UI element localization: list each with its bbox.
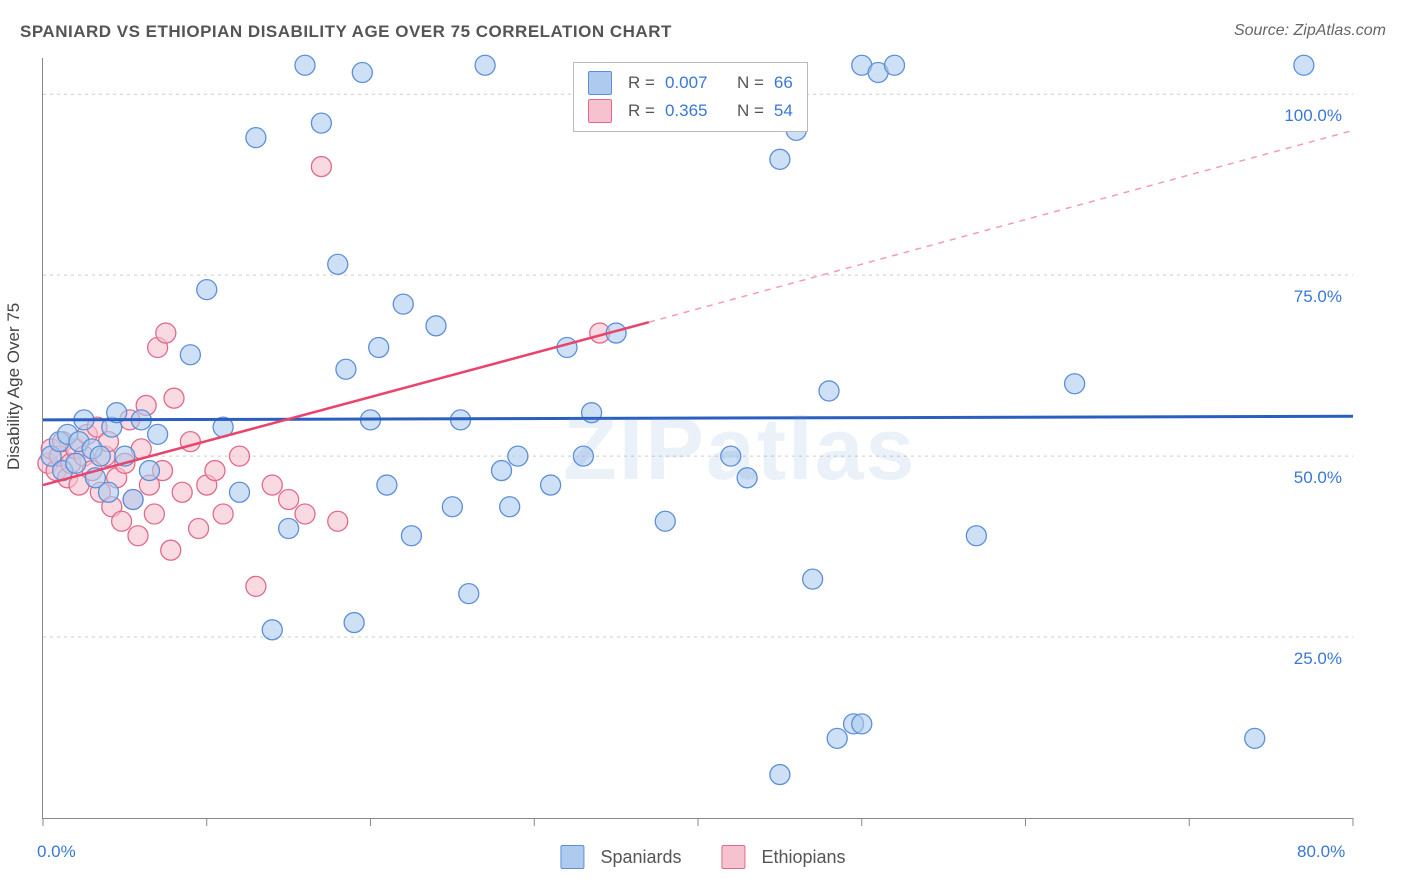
legend-label-spaniards: Spaniards bbox=[600, 847, 681, 868]
r-value-ethiopians: 0.365 bbox=[665, 97, 708, 125]
r-label: R = bbox=[628, 69, 655, 97]
plot-area: ZIPatlas R = 0.007 N = 66 R = 0.365 N = … bbox=[42, 58, 1353, 819]
x-tick-label-left: 0.0% bbox=[37, 842, 76, 862]
y-tick-label: 25.0% bbox=[1262, 649, 1342, 669]
source-label: Source: ZipAtlas.com bbox=[1234, 22, 1386, 40]
legend-row-ethiopians: R = 0.365 N = 54 bbox=[588, 97, 793, 125]
n-label: N = bbox=[737, 69, 764, 97]
legend-row-spaniards: R = 0.007 N = 66 bbox=[588, 69, 793, 97]
n-value-ethiopians: 54 bbox=[774, 97, 793, 125]
correlation-legend: R = 0.007 N = 66 R = 0.365 N = 54 bbox=[573, 62, 808, 132]
n-label: N = bbox=[737, 97, 764, 125]
y-tick-label: 50.0% bbox=[1262, 468, 1342, 488]
r-label: R = bbox=[628, 97, 655, 125]
y-tick-label: 75.0% bbox=[1262, 287, 1342, 307]
legend-item-spaniards: Spaniards bbox=[560, 845, 681, 869]
legend-item-ethiopians: Ethiopians bbox=[722, 845, 846, 869]
chart-title: SPANIARD VS ETHIOPIAN DISABILITY AGE OVE… bbox=[20, 22, 672, 42]
legend-swatch-spaniards-icon bbox=[560, 845, 584, 869]
series-legend: Spaniards Ethiopians bbox=[560, 845, 845, 869]
r-value-spaniards: 0.007 bbox=[665, 69, 708, 97]
x-tick-label-right: 80.0% bbox=[1297, 842, 1345, 862]
y-tick-label: 100.0% bbox=[1262, 106, 1342, 126]
legend-label-ethiopians: Ethiopians bbox=[762, 847, 846, 868]
plot-svg bbox=[43, 58, 1353, 818]
legend-swatch-ethiopians-icon bbox=[722, 845, 746, 869]
legend-swatch-spaniards bbox=[588, 71, 612, 95]
n-value-spaniards: 66 bbox=[774, 69, 793, 97]
y-axis-label: Disability Age Over 75 bbox=[4, 303, 24, 470]
chart-container: SPANIARD VS ETHIOPIAN DISABILITY AGE OVE… bbox=[0, 0, 1406, 892]
legend-swatch-ethiopians bbox=[588, 99, 612, 123]
